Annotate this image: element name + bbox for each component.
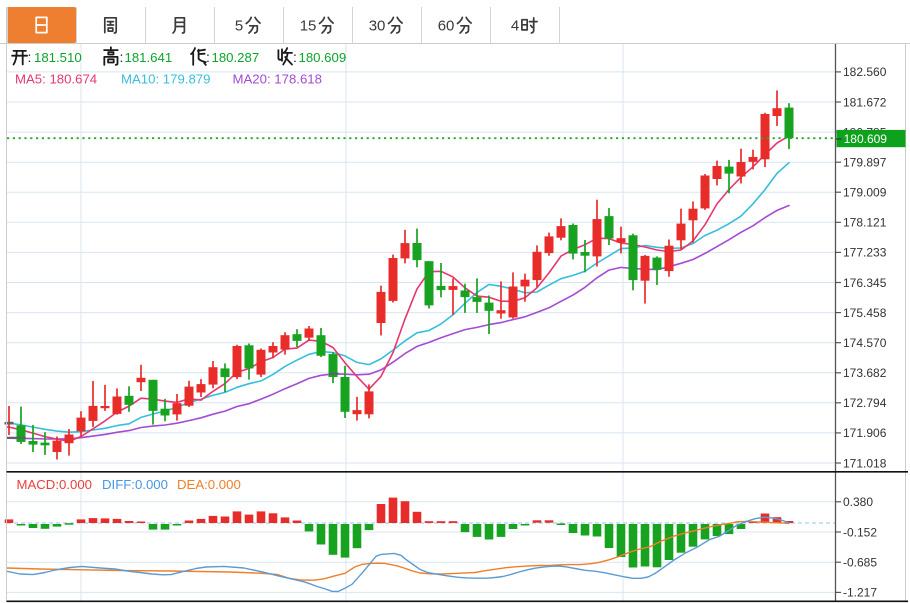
- svg-text:181.641: 181.641: [125, 50, 173, 65]
- svg-text:MACD:0.000: MACD:0.000: [17, 477, 93, 492]
- svg-text:MA10: 179.879: MA10: 179.879: [121, 72, 210, 87]
- svg-text:-0.685: -0.685: [843, 556, 877, 570]
- svg-text:-1.217: -1.217: [843, 586, 877, 600]
- svg-text:179.009: 179.009: [843, 186, 887, 200]
- svg-text:4: 4: [511, 17, 519, 34]
- svg-text:DIFF:0.000: DIFF:0.000: [102, 477, 168, 492]
- svg-text:180.287: 180.287: [212, 50, 260, 65]
- svg-text::: :: [120, 49, 124, 65]
- svg-text:177.233: 177.233: [843, 246, 887, 260]
- svg-text:176.345: 176.345: [843, 276, 887, 290]
- svg-text:MA20: 178.618: MA20: 178.618: [233, 72, 322, 87]
- svg-text:181.672: 181.672: [843, 95, 887, 109]
- svg-text:-0.152: -0.152: [843, 525, 877, 539]
- svg-text:0.380: 0.380: [843, 495, 873, 509]
- svg-text:182.560: 182.560: [843, 65, 887, 79]
- svg-text:180.609: 180.609: [844, 132, 888, 146]
- svg-text:178.121: 178.121: [843, 216, 887, 230]
- svg-text:174.570: 174.570: [843, 336, 887, 350]
- svg-text:171.018: 171.018: [843, 456, 887, 470]
- svg-text:171.906: 171.906: [843, 426, 887, 440]
- svg-text:5: 5: [235, 17, 243, 34]
- svg-text:181.510: 181.510: [34, 50, 82, 65]
- svg-text::: :: [28, 49, 32, 65]
- svg-text:172.794: 172.794: [843, 396, 887, 410]
- svg-text:173.682: 173.682: [843, 366, 887, 380]
- svg-text:15: 15: [300, 17, 317, 34]
- svg-text:30: 30: [369, 17, 386, 34]
- svg-text:DEA:0.000: DEA:0.000: [177, 477, 241, 492]
- svg-text:179.897: 179.897: [843, 156, 887, 170]
- svg-text:MA5: 180.674: MA5: 180.674: [15, 72, 97, 87]
- svg-text:175.458: 175.458: [843, 306, 887, 320]
- svg-text::: :: [206, 49, 210, 65]
- svg-text::: :: [293, 49, 297, 65]
- svg-text:60: 60: [438, 17, 455, 34]
- svg-text:180.609: 180.609: [299, 50, 347, 65]
